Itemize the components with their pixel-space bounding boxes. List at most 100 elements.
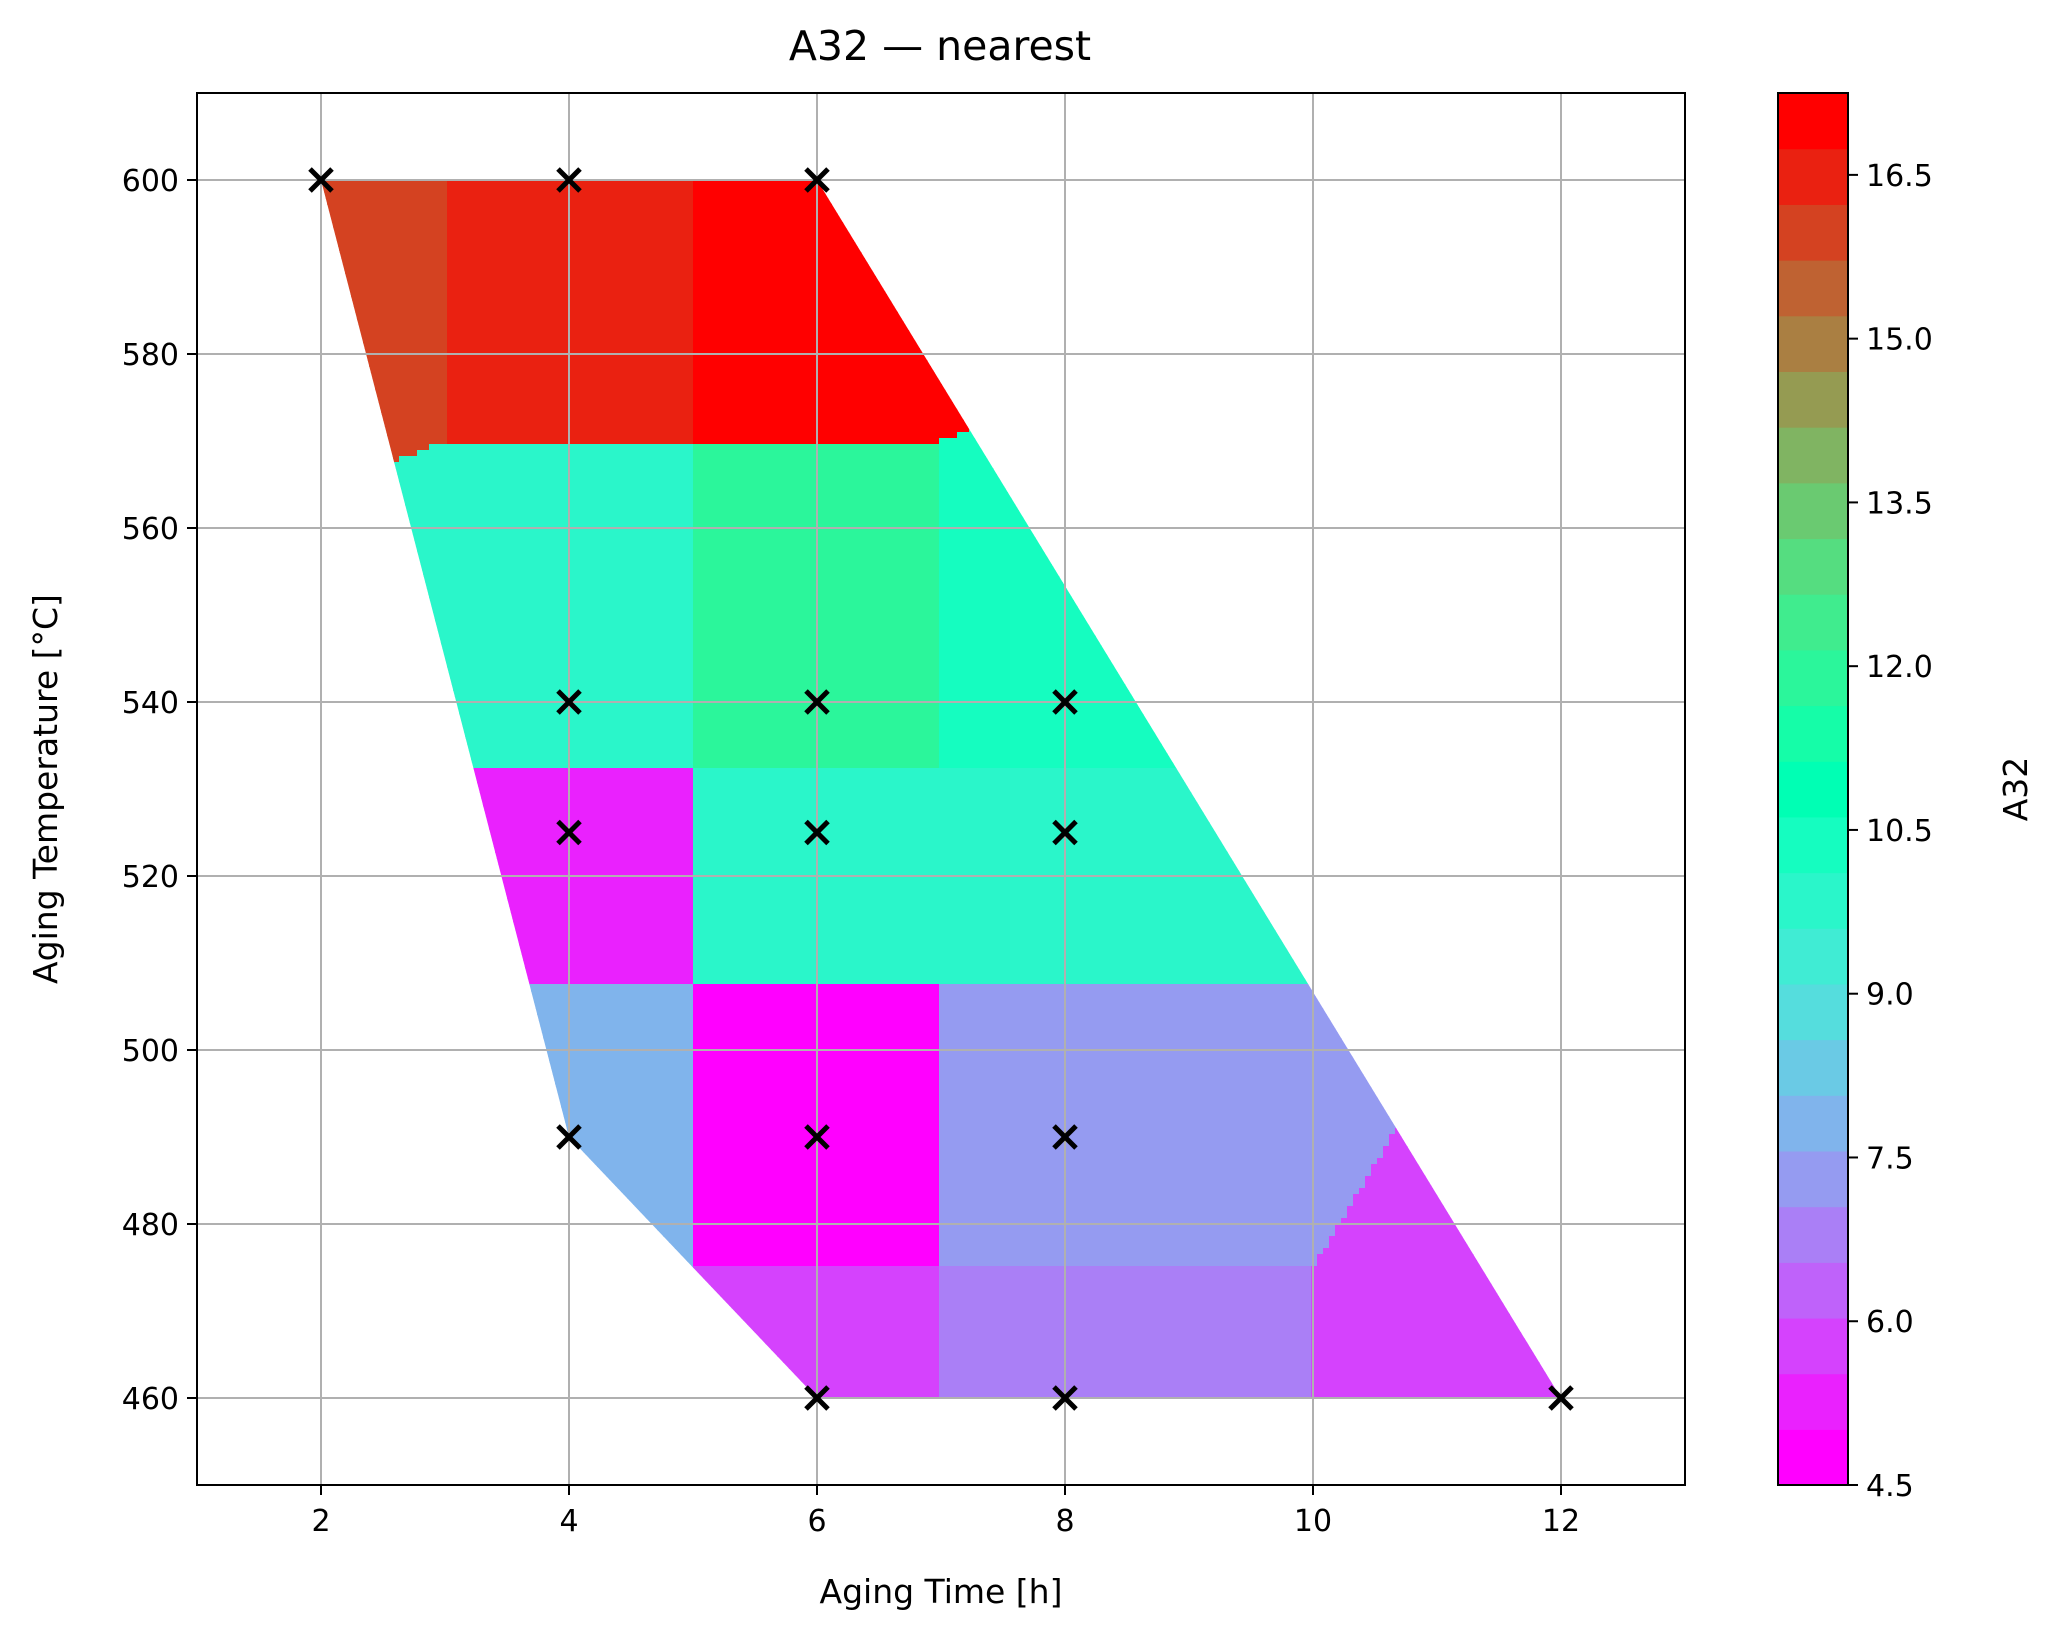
heatmap-cell bbox=[363, 1326, 370, 1333]
heatmap-cell bbox=[381, 462, 388, 469]
heatmap-cell bbox=[429, 216, 436, 223]
heatmap-cell bbox=[405, 240, 412, 247]
heatmap-cell bbox=[453, 636, 460, 643]
heatmap-cell bbox=[351, 1032, 358, 1039]
heatmap-cell bbox=[417, 348, 424, 355]
heatmap-cell bbox=[381, 420, 388, 427]
heatmap-cell bbox=[357, 912, 364, 919]
heatmap-cell bbox=[357, 594, 364, 601]
heatmap-cell bbox=[363, 1296, 370, 1303]
heatmap-cell bbox=[381, 1242, 388, 1249]
heatmap-cell bbox=[405, 1134, 412, 1141]
heatmap-cell bbox=[339, 984, 346, 991]
heatmap-cell bbox=[459, 516, 466, 523]
heatmap-cell bbox=[369, 1068, 376, 1075]
heatmap-cell bbox=[465, 594, 472, 601]
heatmap-cell bbox=[417, 1308, 424, 1315]
heatmap-cell bbox=[333, 906, 340, 913]
heatmap-cell bbox=[441, 1164, 448, 1171]
heatmap-cell bbox=[405, 882, 412, 889]
heatmap-cell bbox=[441, 558, 448, 565]
heatmap-cell bbox=[405, 822, 412, 829]
heatmap-cell bbox=[417, 660, 424, 667]
heatmap-cell bbox=[411, 540, 418, 547]
heatmap-cell bbox=[333, 606, 340, 613]
heatmap-cell bbox=[417, 852, 424, 859]
heatmap-cell bbox=[447, 978, 454, 985]
heatmap-cell bbox=[411, 276, 418, 283]
heatmap-cell bbox=[435, 540, 442, 547]
heatmap-cell bbox=[387, 666, 394, 673]
heatmap-cell bbox=[345, 438, 352, 445]
heatmap-cell bbox=[339, 372, 346, 379]
heatmap-cell bbox=[423, 882, 430, 889]
heatmap-cell bbox=[375, 534, 382, 541]
heatmap-cell bbox=[363, 714, 370, 721]
heatmap-cell bbox=[351, 294, 358, 301]
heatmap-cell bbox=[417, 954, 424, 961]
heatmap-cell bbox=[429, 378, 436, 385]
heatmap-cell bbox=[327, 1008, 334, 1015]
heatmap-cell bbox=[405, 1332, 412, 1339]
heatmap-cell bbox=[453, 942, 460, 949]
heatmap-cell bbox=[441, 1188, 448, 1195]
heatmap-cell bbox=[411, 774, 418, 781]
heatmap-cell bbox=[447, 372, 454, 379]
heatmap-cell bbox=[351, 990, 358, 997]
heatmap-cell bbox=[429, 474, 436, 481]
heatmap-cell bbox=[345, 1302, 352, 1309]
heatmap-cell bbox=[351, 912, 358, 919]
heatmap-cell bbox=[447, 378, 454, 385]
heatmap-cell bbox=[441, 1086, 448, 1093]
heatmap-cell bbox=[417, 522, 424, 529]
heatmap-cell bbox=[333, 204, 340, 211]
heatmap-cell bbox=[435, 1080, 442, 1087]
heatmap-cell bbox=[339, 384, 346, 391]
heatmap-cell bbox=[429, 1368, 436, 1375]
heatmap-cell bbox=[339, 1098, 346, 1105]
heatmap-cell bbox=[327, 1032, 334, 1039]
heatmap-cell bbox=[465, 918, 472, 925]
heatmap-cell bbox=[441, 546, 448, 553]
heatmap-cell bbox=[357, 768, 364, 775]
heatmap-cell bbox=[429, 1380, 436, 1387]
heatmap-cell bbox=[357, 774, 364, 781]
heatmap-cell bbox=[375, 1284, 382, 1291]
heatmap-cell bbox=[453, 1152, 460, 1159]
heatmap-cell bbox=[345, 1344, 352, 1351]
heatmap-cell bbox=[357, 516, 364, 523]
heatmap-cell bbox=[345, 918, 352, 925]
heatmap-cell bbox=[453, 384, 460, 391]
heatmap-cell bbox=[399, 606, 406, 613]
heatmap-cell bbox=[363, 594, 370, 601]
heatmap-cell bbox=[345, 516, 352, 523]
heatmap-cell bbox=[381, 588, 388, 595]
heatmap-cell bbox=[417, 366, 424, 373]
heatmap-cell bbox=[459, 792, 466, 799]
heatmap-cell bbox=[447, 402, 454, 409]
heatmap-cell bbox=[429, 534, 436, 541]
heatmap-cell bbox=[447, 570, 454, 577]
heatmap-cell bbox=[423, 1032, 430, 1039]
heatmap-cell bbox=[369, 768, 376, 775]
heatmap-cell bbox=[351, 1272, 358, 1279]
heatmap-cell bbox=[327, 1320, 334, 1327]
heatmap-cell bbox=[429, 732, 436, 739]
heatmap-cell bbox=[435, 816, 442, 823]
heatmap-cell bbox=[435, 666, 442, 673]
heatmap-cell bbox=[381, 750, 388, 757]
heatmap-cell bbox=[375, 924, 382, 931]
heatmap-cell bbox=[351, 1116, 358, 1123]
heatmap-cell bbox=[363, 1170, 370, 1177]
heatmap-cell bbox=[339, 1242, 346, 1249]
heatmap-cell bbox=[459, 1092, 466, 1099]
heatmap-cell bbox=[447, 282, 454, 289]
heatmap-cell bbox=[411, 600, 418, 607]
heatmap-cell bbox=[387, 978, 394, 985]
heatmap-cell bbox=[459, 342, 466, 349]
heatmap-cell bbox=[423, 288, 430, 295]
heatmap-cell bbox=[411, 390, 418, 397]
heatmap-cell bbox=[423, 1014, 430, 1021]
heatmap-cell bbox=[393, 474, 400, 481]
heatmap-cell bbox=[333, 1242, 340, 1249]
